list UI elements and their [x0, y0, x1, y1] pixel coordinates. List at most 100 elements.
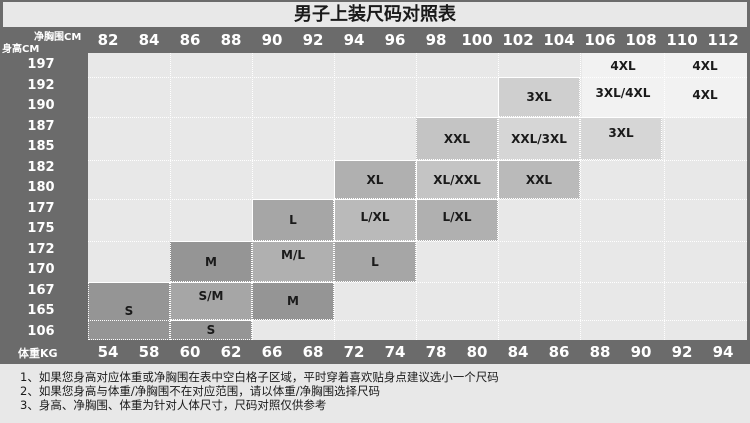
weight-tick: 74: [384, 343, 406, 361]
note-1: 1、如果您身高对应体重或净胸围在表中空白格子区域，平时穿着喜欢贴身点建议选小一个…: [20, 370, 499, 384]
grid-line: [88, 241, 747, 242]
weight-tick: 80: [466, 343, 488, 361]
size-block-3xl: 3XL: [498, 77, 580, 117]
size-block-m: M: [170, 241, 252, 282]
size-label: 3XL: [608, 126, 634, 140]
size-block-l-xl: L/XL: [416, 199, 498, 241]
chest-tick: 98: [425, 31, 447, 49]
weight-tick: 68: [302, 343, 324, 361]
height-column: 197 192 190 187 185 182 180 177 175 172 …: [3, 53, 88, 340]
size-label-4xl: 4XL: [692, 59, 718, 73]
height-axis-label: 身高CM: [2, 44, 40, 55]
size-label-4xl: 4XL: [692, 88, 718, 102]
size-block-l: L: [252, 199, 334, 241]
size-label: XXL: [525, 172, 553, 187]
height-tick: 185: [27, 139, 55, 154]
grid-line: [88, 199, 747, 200]
size-label: M: [205, 254, 217, 269]
size-block-3xl: 3XL: [580, 117, 662, 160]
weight-tick: 86: [548, 343, 570, 361]
size-label-3xl-4xl: 3XL/4XL: [595, 86, 651, 100]
height-tick: 182: [27, 160, 55, 175]
chest-tick: 90: [261, 31, 283, 49]
chest-tick: 106: [584, 31, 616, 49]
grid-line: [416, 53, 417, 340]
weight-tick: 90: [630, 343, 652, 361]
size-label: XL: [366, 172, 384, 187]
grid-line: [334, 53, 335, 340]
size-block-xxl-3xl: XXL/3XL: [498, 117, 580, 160]
weight-tick: 94: [712, 343, 734, 361]
weight-tick: 58: [138, 343, 160, 361]
chest-tick: 88: [220, 31, 242, 49]
size-label: XXL: [443, 131, 471, 146]
weight-axis-label: 体重KG: [18, 347, 58, 360]
weight-tick: 92: [671, 343, 693, 361]
size-block-xl-xxl: XL/XXL: [416, 160, 498, 199]
chest-tick: 110: [666, 31, 698, 49]
chest-tick: 100: [461, 31, 493, 49]
grid-line: [88, 160, 747, 161]
height-tick: 106: [27, 324, 55, 339]
size-block-xxl: XXL: [416, 117, 498, 160]
chest-tick: 104: [543, 31, 575, 49]
size-block-l: L: [334, 241, 416, 282]
size-label: S/M: [198, 289, 224, 303]
weight-tick: 84: [507, 343, 529, 361]
grid-line: [252, 53, 253, 340]
grid-line: [88, 282, 747, 283]
grid-line: [88, 320, 747, 321]
height-tick: 197: [27, 57, 55, 72]
size-block-xl: XL: [334, 160, 416, 199]
chest-tick: 96: [384, 31, 406, 49]
height-tick: 175: [27, 221, 55, 236]
height-tick: 190: [27, 98, 55, 113]
height-tick: 177: [27, 201, 55, 216]
weight-tick: 60: [179, 343, 201, 361]
chest-tick: 92: [302, 31, 324, 49]
size-label-4xl: 4XL: [610, 59, 636, 73]
chest-tick: 94: [343, 31, 365, 49]
weight-tick: 72: [343, 343, 365, 361]
note-2: 2、如果您身高与体重/净胸围不在对应范围，请以体重/净胸围选择尺码: [20, 384, 381, 398]
size-label: S: [206, 323, 216, 337]
height-tick: 165: [27, 303, 55, 318]
size-label: 3XL: [526, 90, 552, 104]
grid-line: [498, 53, 499, 340]
chest-tick: 112: [707, 31, 739, 49]
size-label: L/XL: [360, 210, 390, 224]
size-block-s: S: [170, 320, 252, 340]
size-label: S: [124, 304, 134, 318]
chest-header-row: 净胸围CM 身高CM 82 84 86 88 90 92 94 96 98 10…: [0, 27, 750, 55]
size-block-xxl: XXL: [498, 160, 580, 199]
size-block-m-l: M/L: [252, 241, 334, 282]
height-tick: 180: [27, 180, 55, 195]
weight-tick: 62: [220, 343, 242, 361]
chest-tick: 82: [97, 31, 119, 49]
height-tick: 167: [27, 283, 55, 298]
chest-tick: 84: [138, 31, 160, 49]
size-label: L: [289, 213, 297, 227]
notes-section: 1、如果您身高对应体重或净胸围在表中空白格子区域，平时穿着喜欢贴身点建议选小一个…: [0, 364, 750, 423]
size-label: L/XL: [442, 210, 472, 224]
chest-tick: 108: [625, 31, 657, 49]
grid-line: [88, 117, 747, 118]
grid-line: [170, 53, 171, 340]
grid-line: [88, 77, 747, 78]
note-3: 3、身高、净胸围、体重为针对人体尺寸，尺码对照仅供参考: [20, 398, 327, 412]
height-tick: 172: [27, 242, 55, 257]
weight-tick: 88: [589, 343, 611, 361]
size-label: XXL/3XL: [511, 131, 567, 146]
size-block-m: M: [252, 282, 334, 320]
size-block-s-m: S/M: [170, 282, 252, 320]
grid-line: [664, 53, 665, 340]
chest-axis-label: 净胸围CM: [34, 32, 82, 43]
height-tick: 192: [27, 78, 55, 93]
size-block-s: S: [88, 282, 170, 340]
height-tick: 170: [27, 262, 55, 277]
size-label: M/L: [281, 248, 305, 262]
size-label: M: [287, 294, 299, 308]
size-block-l-xl: L/XL: [334, 199, 416, 241]
weight-tick: 66: [261, 343, 283, 361]
size-label: L: [371, 254, 379, 269]
